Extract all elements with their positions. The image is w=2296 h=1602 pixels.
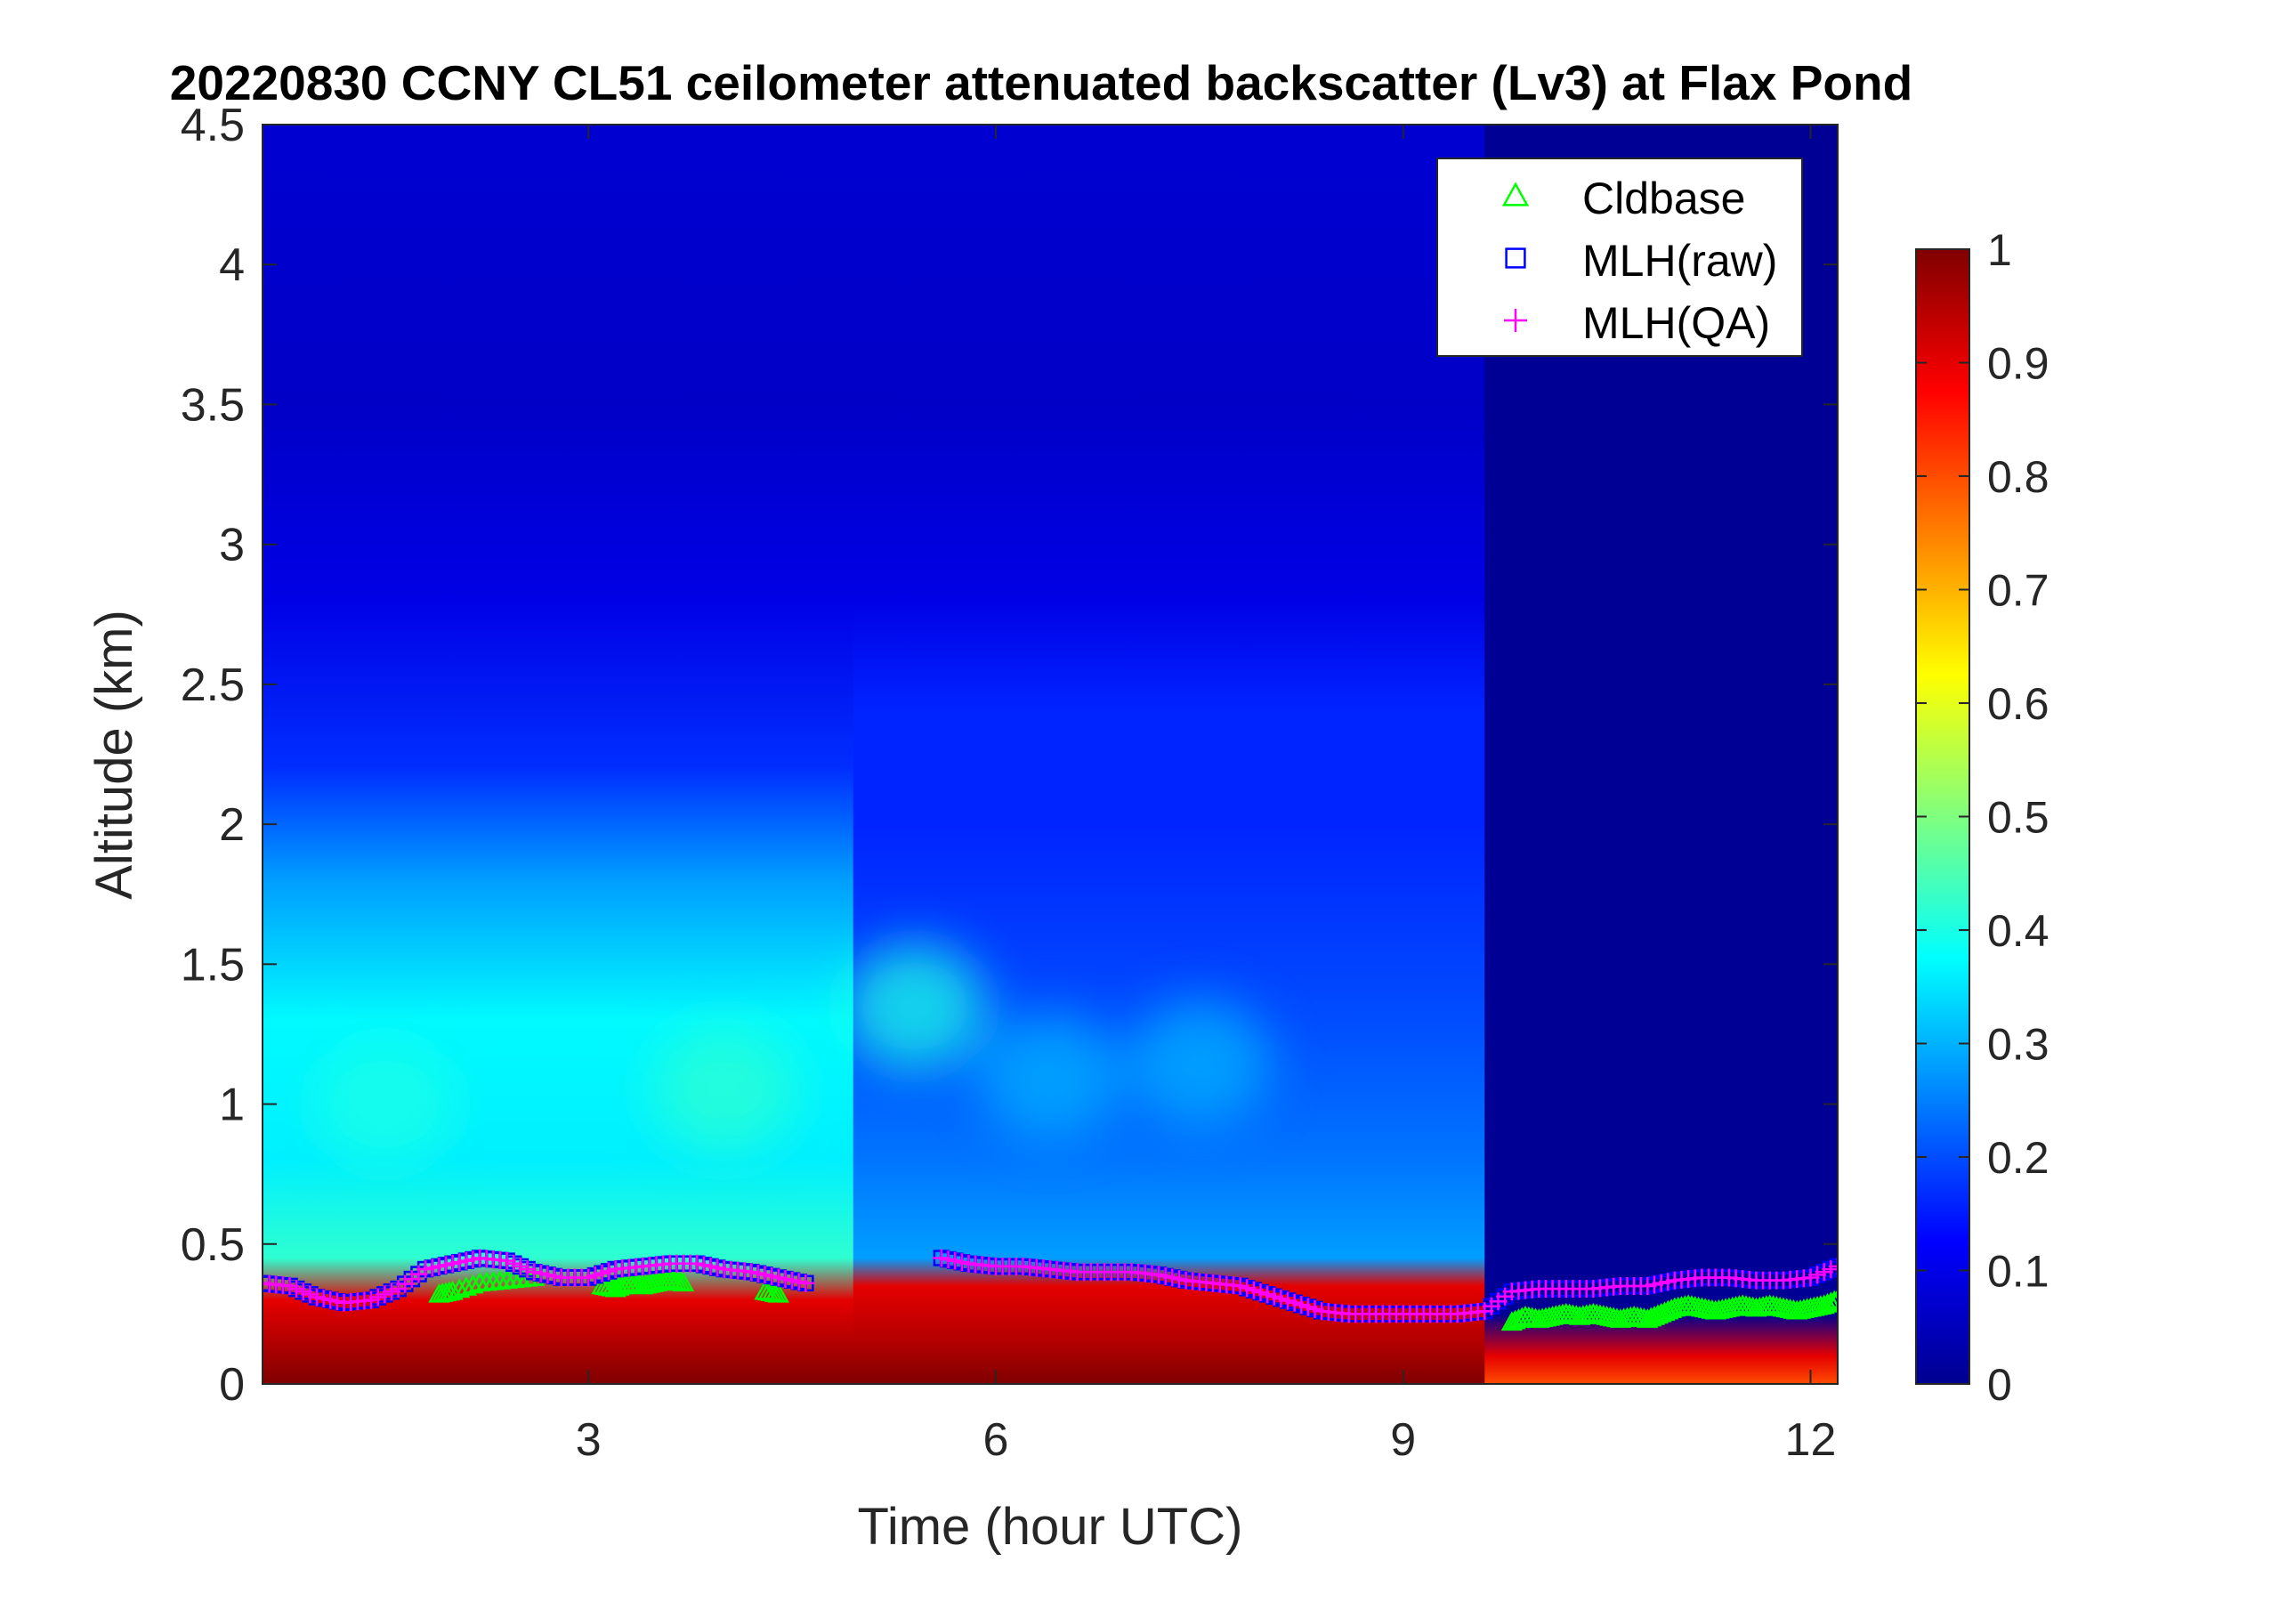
colorbar-ticks: 0 0.1 0.2 0.3 0.4 0.5 0.6 0.7 0.8 0.9 1 [1916,225,2049,1410]
y-tick-label: 3 [219,520,245,571]
y-tick-label: 1 [219,1080,245,1131]
legend[interactable]: Cldbase MLH(raw) MLH(QA) [1436,158,1803,357]
backscatter-blob [843,943,986,1069]
x-tick-label: 9 [1390,1414,1416,1466]
mlh-qa-marker [1829,1257,1838,1275]
y-tick-label: 2.5 [181,659,245,711]
legend-triangle-icon [1501,182,1530,206]
cldbase-marker [1826,1289,1838,1308]
x-tick-label: 3 [576,1414,602,1466]
legend-plus-icon [1504,309,1527,332]
colorbar-tick-label: 0 [1987,1360,2012,1410]
backscatter-blob [1128,999,1271,1125]
x-axis-label: Time (hour UTC) [858,1498,1243,1556]
marker-layer [263,1249,1838,1331]
colorbar-tick-label: 0.5 [1987,793,2049,843]
mlh-qa-marker [796,1274,815,1292]
cldbase-marker [462,1274,484,1294]
colorbar-tick-label: 0.3 [1987,1020,2049,1070]
cldbase-marker [455,1275,478,1296]
legend-box [1436,158,1803,357]
colorbar-tick-label: 0.4 [1987,906,2049,956]
x-axis: 3 6 9 12 [576,125,1837,1466]
y-tick-label: 0.5 [181,1219,245,1271]
colorbar-tick-label: 0.2 [1987,1133,2049,1183]
y-tick-label: 3.5 [181,379,245,431]
heatmap-layer [263,125,1838,1384]
y-tick-label: 1.5 [181,939,245,991]
y-axis-label: Altitude (km) [85,610,143,900]
backscatter-blob [652,1027,796,1153]
y-axis: 0 0.5 1 1.5 2 2.5 3 3.5 4 4.5 [181,100,1838,1411]
legend-label: MLH(raw) [1582,236,1777,286]
y-tick-label: 4 [219,239,245,291]
backscatter-blob [979,1014,1121,1139]
legend-label: Cldbase [1582,174,1745,223]
y-tick-label: 0 [219,1359,245,1411]
plot-frame [262,124,1839,1385]
colorbar-tick-label: 0.7 [1987,566,2049,616]
x-tick-label: 12 [1785,1414,1837,1466]
legend-label: MLH(QA) [1582,298,1770,348]
x-tick-label: 6 [983,1414,1009,1466]
cldbase-marker [1823,1290,1838,1310]
legend-square-icon [1505,247,1526,269]
heatmap-segment [853,125,1486,1384]
cldbase-marker [767,1282,789,1303]
y-tick-label: 4.5 [181,100,245,151]
cldbase-marker [672,1272,695,1292]
chart-title: 20220830 CCNY CL51 ceilometer attenuated… [170,55,1912,110]
legend-entries: Cldbase MLH(raw) MLH(QA) [1501,174,1777,348]
colorbar-tick-label: 0.8 [1987,452,2049,502]
cldbase-marker [449,1278,471,1299]
colorbar-tick-label: 0.1 [1987,1247,2049,1297]
colorbar-tick-label: 0.6 [1987,679,2049,729]
backscatter-blob [313,1041,457,1167]
blob-layer [313,943,1271,1167]
cldbase-marker [1820,1291,1838,1312]
y-tick-label: 2 [219,799,245,851]
heatmap-segment [263,125,854,1384]
colorbar: 0 0.1 0.2 0.3 0.4 0.5 0.6 0.7 0.8 0.9 1 [1915,225,2049,1410]
colorbar-tick-label: 1 [1987,225,2012,275]
cldbase-marker [441,1280,464,1300]
colorbar-tick-label: 0.9 [1987,339,2049,389]
